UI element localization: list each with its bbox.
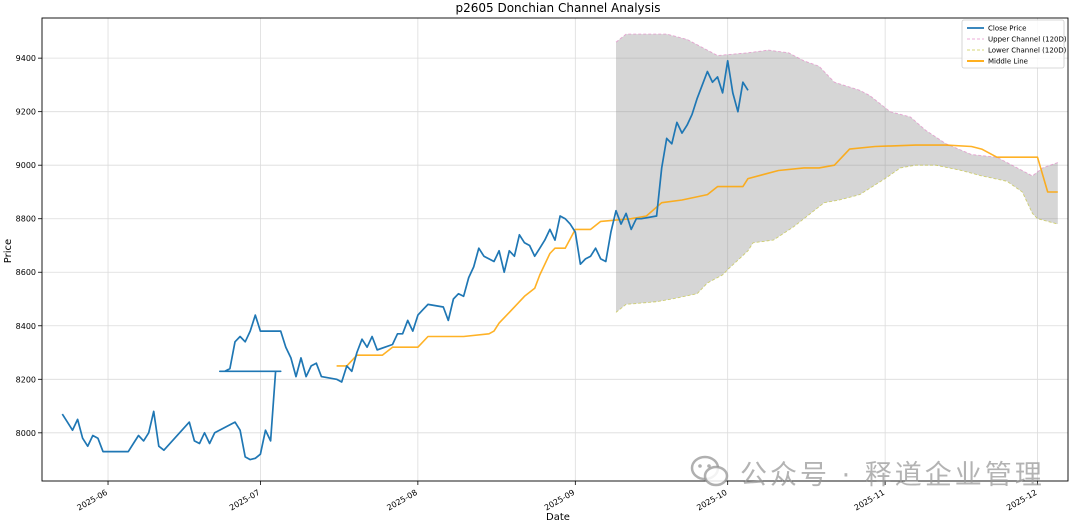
x-tick-label: 2025-09 xyxy=(543,488,576,513)
plot-frame xyxy=(41,17,1069,482)
legend-box xyxy=(961,19,1065,69)
chart-title: p2605 Donchian Channel Analysis xyxy=(456,1,661,15)
y-tick-layer: 8000 8200 8400 8600 8800 9000 9200 9400 xyxy=(16,54,42,438)
x-axis-label: Date xyxy=(546,512,570,520)
wechat-icon xyxy=(690,455,729,487)
y-tick-label: 9400 xyxy=(16,54,36,63)
legend-label: Upper Channel (120D) xyxy=(988,36,1067,44)
legend-label: Close Price xyxy=(988,25,1026,33)
y-tick-label: 8000 xyxy=(16,429,36,438)
y-tick-label: 9200 xyxy=(16,108,36,117)
legend-label: Lower Channel (120D) xyxy=(988,47,1067,55)
x-tick-label: 2025-07 xyxy=(228,488,261,513)
legend: Close Price Upper Channel (120D) Lower Cha… xyxy=(961,19,1067,69)
close-price-line xyxy=(61,59,749,461)
y-tick-label: 8200 xyxy=(16,375,36,384)
x-tick-label: 2025-06 xyxy=(76,488,109,513)
y-tick-label: 8400 xyxy=(16,322,36,331)
y-axis-label: Price xyxy=(3,239,14,263)
watermark: 公众号 · 释道企业管理 xyxy=(690,450,1045,494)
series-layer xyxy=(61,33,1058,461)
y-tick-label: 8600 xyxy=(16,268,36,277)
middle-line xyxy=(336,144,1058,367)
watermark-text: 公众号 · 释道企业管理 xyxy=(740,459,1045,491)
grid-layer xyxy=(42,18,1068,481)
legend-label: Middle Line xyxy=(988,58,1028,66)
upper-channel-line xyxy=(615,33,1058,177)
channel-fill xyxy=(616,34,1058,313)
y-tick-label: 9000 xyxy=(16,161,36,170)
x-tick-label: 2025-08 xyxy=(385,488,418,513)
y-tick-label: 8800 xyxy=(16,215,36,224)
lower-channel-line xyxy=(615,164,1058,313)
